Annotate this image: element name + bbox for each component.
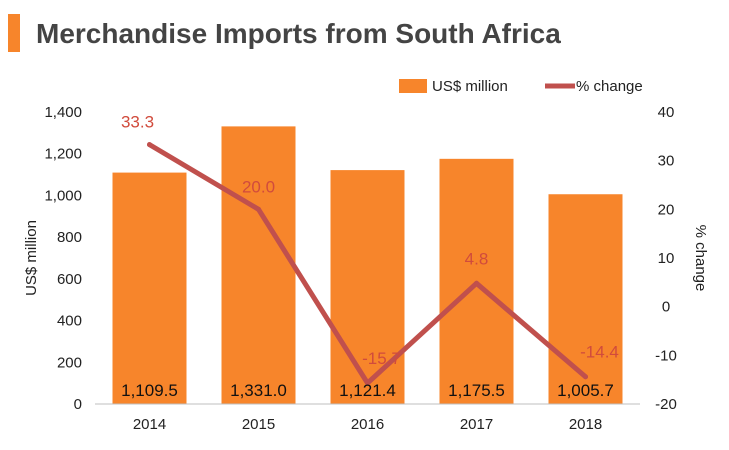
line-point-2017 [474, 280, 479, 286]
bar-2014 [112, 172, 187, 404]
x-tick-label: 2016 [351, 416, 384, 433]
bar-series [112, 126, 623, 405]
y2-tick-label: -20 [655, 396, 677, 413]
y2-tick-label: 20 [658, 201, 675, 218]
y-tick-label: 1,000 [44, 187, 82, 204]
legend: US$ million % change [399, 78, 643, 95]
line-value-label: 4.8 [465, 249, 489, 268]
y-axis-label: US$ million [23, 220, 40, 296]
y-tick-label: 400 [57, 313, 82, 330]
y2-tick-label: 10 [658, 250, 675, 267]
line-value-label: -15.7 [362, 349, 401, 368]
line-value-label: 33.3 [121, 113, 154, 132]
legend-swatch-bar [399, 79, 427, 93]
line-point-2014 [147, 142, 152, 148]
line-series [147, 142, 588, 386]
chart-title: Merchandise Imports from South Africa [36, 18, 561, 49]
x-tick-label: 2018 [569, 416, 602, 433]
y2-axis-label: % change [692, 225, 709, 292]
x-tick-label: 2014 [133, 416, 166, 433]
line-point-2016 [365, 380, 370, 386]
y-tick-label: 1,200 [44, 146, 82, 163]
y2-tick-label: 30 [658, 153, 675, 170]
bar-value-label: 1,175.5 [448, 381, 505, 400]
bar-2018 [548, 194, 623, 404]
title-accent-bar [8, 14, 20, 52]
axes: 0 200 400 600 800 1,000 1,200 1,400 -20 -10 0 10 20 3… [23, 104, 709, 433]
y-tick-label: 0 [74, 396, 82, 413]
y2-tick-label: -10 [655, 347, 677, 364]
line-point-2015 [256, 206, 261, 212]
line-point-2018 [583, 374, 588, 380]
y-tick-label: 600 [57, 271, 82, 288]
bar-value-label: 1,005.7 [557, 381, 614, 400]
line-value-label: -14.4 [580, 343, 619, 362]
y-tick-label: 800 [57, 229, 82, 246]
x-tick-label: 2015 [242, 416, 275, 433]
y-tick-label: 200 [57, 354, 82, 371]
y-tick-label: 1,400 [44, 104, 82, 121]
y2-tick-label: 0 [662, 299, 670, 316]
bar-value-label: 1,109.5 [121, 381, 178, 400]
y2-tick-label: 40 [658, 104, 675, 121]
bar-value-label: 1,331.0 [230, 381, 287, 400]
legend-label-bar: US$ million [432, 78, 508, 95]
bar-2015 [221, 126, 296, 405]
data-labels: 1,109.5 1,331.0 1,121.4 1,175.5 1,005.7 33.3 2… [121, 113, 619, 400]
bar-value-label: 1,121.4 [339, 381, 396, 400]
legend-label-line: % change [576, 78, 643, 95]
bar-2016 [330, 170, 405, 404]
line-value-label: 20.0 [242, 177, 275, 196]
x-tick-label: 2017 [460, 416, 493, 433]
